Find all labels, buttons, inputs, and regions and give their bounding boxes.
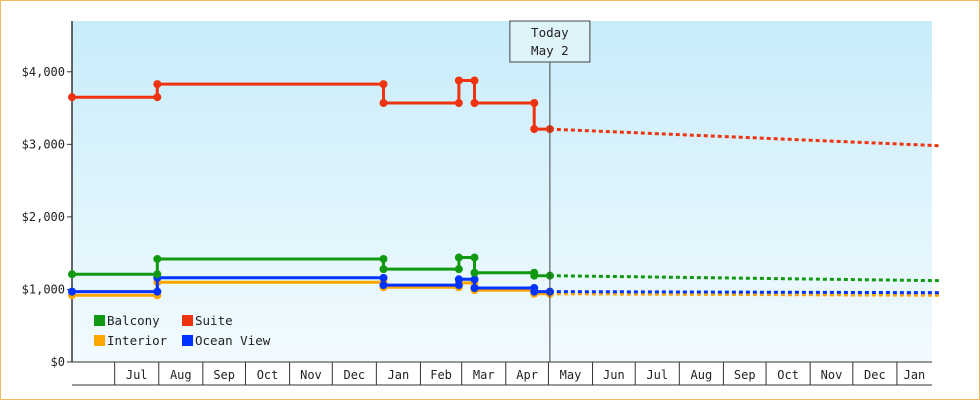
y-tick-label: $0 xyxy=(51,355,65,369)
data-point-suite xyxy=(153,80,162,89)
legend-swatch-interior xyxy=(94,335,105,346)
today-box xyxy=(509,20,591,63)
x-tick-label: Feb xyxy=(430,368,452,382)
data-point-ocean-view xyxy=(379,281,388,290)
data-point-balcony xyxy=(379,265,388,274)
x-tick-label: Nov xyxy=(821,368,843,382)
data-point-suite xyxy=(470,98,479,107)
data-point-balcony xyxy=(454,265,463,274)
x-tick-label: Jun xyxy=(603,368,625,382)
data-point-ocean-view xyxy=(68,287,76,296)
series-layer xyxy=(68,76,942,300)
data-point-suite xyxy=(153,93,162,102)
legend-swatch-suite xyxy=(182,315,193,326)
x-tick-label: Jul xyxy=(646,368,668,382)
x-tick-label: Aug xyxy=(691,368,713,382)
legend-label-interior: Interior xyxy=(107,333,168,348)
y-tick-label: $2,000 xyxy=(22,210,65,224)
data-point-ocean-view xyxy=(530,287,539,296)
data-point-ocean-view xyxy=(470,283,479,292)
x-tick-label: Jan xyxy=(904,368,926,382)
today-label: Today xyxy=(531,25,569,40)
data-point-ocean-view xyxy=(379,273,388,282)
x-tick-label: May xyxy=(560,368,582,382)
legend-label-suite: Suite xyxy=(195,313,233,328)
data-point-balcony xyxy=(470,268,479,277)
x-tick-label: Sep xyxy=(734,368,756,382)
legend-label-ocean-view: Ocean View xyxy=(195,333,271,348)
x-tick-label: Dec xyxy=(864,368,886,382)
data-point-balcony xyxy=(470,253,479,262)
data-point-suite xyxy=(530,98,539,107)
legend-swatch-ocean-view xyxy=(182,335,193,346)
data-point-ocean-view xyxy=(454,281,463,290)
data-point-suite xyxy=(530,125,539,134)
y-tick-label: $3,000 xyxy=(22,137,65,151)
x-tick-label: Dec xyxy=(343,368,365,382)
y-axis: $0 $1,000 $2,000 $3,000 $4,000 xyxy=(22,21,73,369)
x-tick-label: Mar xyxy=(473,368,495,382)
series-suite xyxy=(68,76,942,148)
series-forecast-suite xyxy=(549,127,942,148)
series-balcony xyxy=(68,253,942,283)
series-forecast-ocean-view xyxy=(549,290,942,295)
data-point-ocean-view xyxy=(470,275,479,284)
x-tick-label: Apr xyxy=(516,368,538,382)
x-tick-label: Sep xyxy=(213,368,235,382)
data-point-balcony xyxy=(68,270,76,279)
x-tick-label: Nov xyxy=(300,368,322,382)
x-tick-label: Jan xyxy=(388,368,410,382)
data-point-suite xyxy=(454,76,463,85)
today-date: May 2 xyxy=(531,43,569,58)
data-point-balcony xyxy=(530,271,539,280)
y-tick-label: $1,000 xyxy=(22,282,65,296)
data-point-ocean-view xyxy=(153,287,162,296)
data-point-ocean-view xyxy=(454,275,463,284)
data-point-suite xyxy=(379,98,388,107)
series-forecast-interior xyxy=(549,292,942,297)
legend-swatch-balcony xyxy=(94,315,105,326)
y-tick-label: $4,000 xyxy=(22,65,65,79)
data-point-suite xyxy=(379,80,388,89)
data-point-balcony xyxy=(454,253,463,262)
data-point-balcony xyxy=(379,254,388,263)
legend-label-balcony: Balcony xyxy=(107,313,160,328)
plot-background xyxy=(72,21,932,362)
data-point-balcony xyxy=(153,254,162,263)
data-point-suite xyxy=(454,98,463,107)
legend: Balcony Suite Interior Ocean View xyxy=(94,313,271,348)
x-tick-label: Jul xyxy=(126,368,148,382)
data-point-suite xyxy=(470,76,479,85)
x-tick-label: Oct xyxy=(257,368,279,382)
data-point-balcony xyxy=(153,270,162,279)
series-forecast-balcony xyxy=(549,274,942,283)
today-marker: Today May 2 xyxy=(509,20,591,362)
x-axis: Jul Aug Sep Oct Nov Dec Jan Feb Mar Apr May Jun Jul A… xyxy=(72,361,932,386)
data-point-suite xyxy=(68,93,76,102)
x-tick-label: Oct xyxy=(777,368,799,382)
series-ocean-view xyxy=(68,273,942,296)
x-tick-label: Aug xyxy=(170,368,192,382)
